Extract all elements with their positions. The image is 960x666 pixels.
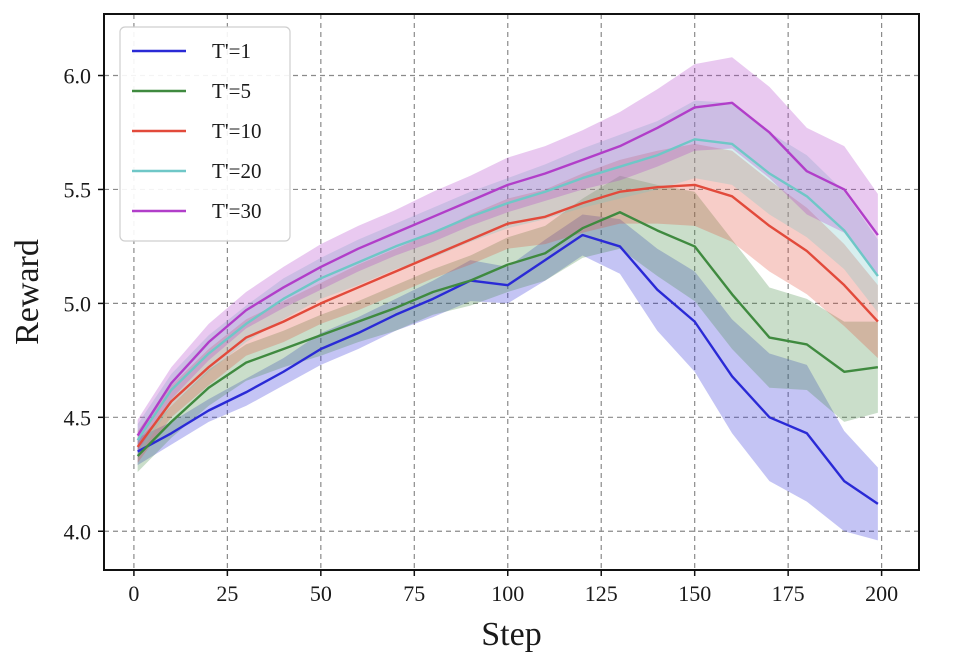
y-tick-label: 4.0 [64, 519, 92, 544]
x-tick-label: 125 [585, 581, 618, 606]
plot-frame [103, 13, 920, 571]
legend-label-0: T'=1 [212, 39, 251, 63]
series-line-3 [136, 138, 879, 441]
y-tick-label: 5.5 [64, 177, 92, 202]
legend-label-1: T'=5 [212, 79, 251, 103]
legend-label-2: T'=10 [212, 119, 261, 143]
y-tick-label: 6.0 [64, 64, 92, 89]
series-band-0 [137, 214, 878, 541]
series-line-2 [136, 183, 879, 448]
series-band-1 [137, 175, 878, 473]
series-line-1 [136, 211, 879, 457]
x-axis-ticks: 0 25 50 75 100 125 150 175 200 [128, 570, 898, 606]
series-line-4 [136, 101, 879, 437]
y-tick-label: 4.5 [64, 405, 92, 430]
series-band-2 [137, 143, 878, 463]
legend-label-3: T'=20 [212, 159, 261, 183]
x-tick-label: 25 [216, 581, 238, 606]
x-tick-label: 0 [128, 581, 139, 606]
confidence-bands [137, 57, 878, 541]
x-axis-title: Step [481, 616, 541, 653]
y-axis-ticks: 4.0 4.5 5.0 5.5 6.0 [64, 64, 104, 544]
x-tick-label: 175 [772, 581, 805, 606]
legend: T'=1 T'=5 T'=10 T'=20 T'=30 [119, 26, 291, 242]
legend-box [119, 26, 291, 242]
legend-label-4: T'=30 [212, 199, 261, 223]
x-tick-label: 75 [403, 581, 425, 606]
y-tick-label: 5.0 [64, 291, 92, 316]
x-tick-label: 100 [491, 581, 524, 606]
series-band-3 [137, 100, 878, 457]
x-tick-label: 50 [310, 581, 332, 606]
y-axis-title: Reward [9, 239, 46, 345]
x-tick-label: 200 [865, 581, 898, 606]
x-tick-label: 150 [678, 581, 711, 606]
series-line-0 [137, 233, 879, 505]
series-lines [136, 101, 879, 505]
